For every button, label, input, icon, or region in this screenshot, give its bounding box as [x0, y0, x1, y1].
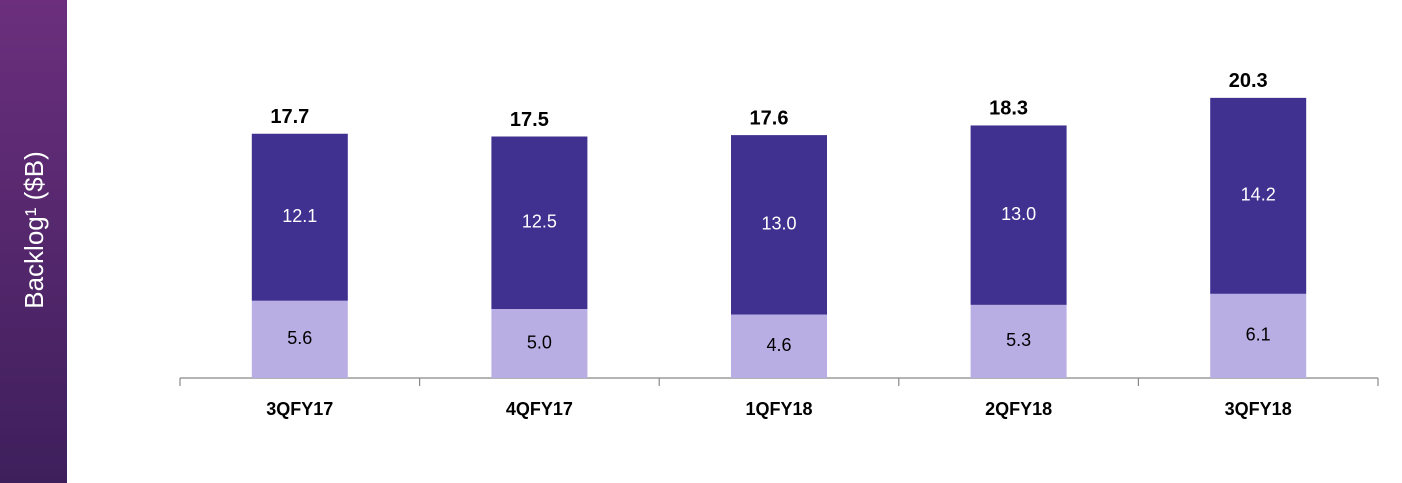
total-label: 20.3	[1229, 70, 1268, 92]
y-axis-label: Backlog¹ ($B)	[19, 151, 49, 309]
bar-segment	[251, 300, 348, 378]
total-label: 17.6	[750, 107, 789, 129]
x-tick-label: 3QFY17	[266, 399, 333, 419]
total-label: 17.7	[270, 106, 309, 128]
segment-label: 14.2	[1241, 185, 1276, 205]
segment-label: 5.6	[287, 328, 312, 348]
bar-segment	[491, 309, 588, 378]
bar-segment	[251, 133, 348, 301]
bar-segment	[970, 125, 1067, 305]
x-tick-label: 2QFY18	[985, 399, 1052, 419]
x-tick-label: 4QFY17	[506, 399, 573, 419]
bar-segment	[1210, 97, 1307, 294]
x-tick-label: 3QFY18	[1225, 399, 1292, 419]
segment-label: 12.1	[282, 206, 317, 226]
segment-label: 5.0	[527, 332, 552, 352]
segment-label: 12.5	[522, 212, 557, 232]
bar-segment	[731, 314, 827, 378]
segment-label: 5.3	[1006, 330, 1031, 350]
x-tick-label: 1QFY18	[745, 399, 812, 419]
bar-segment	[731, 135, 827, 315]
segment-label: 4.6	[766, 335, 791, 355]
segment-label: 13.0	[761, 214, 796, 234]
bar-segment	[1210, 293, 1307, 378]
side-band	[0, 0, 67, 483]
bar-segment	[970, 304, 1067, 378]
bar-segment	[491, 136, 588, 309]
segment-label: 6.1	[1246, 325, 1271, 345]
total-label: 18.3	[989, 98, 1028, 120]
total-label: 17.5	[510, 109, 549, 131]
segment-label: 13.0	[1001, 204, 1036, 224]
